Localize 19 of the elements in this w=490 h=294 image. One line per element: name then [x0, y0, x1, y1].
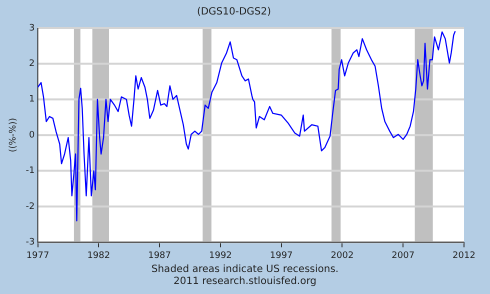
- y-tick-label: -1: [26, 166, 35, 176]
- y-tick-label: 1: [29, 94, 35, 105]
- y-axis-title: ((%-%)): [8, 118, 19, 152]
- y-tick-label: 3: [29, 23, 35, 34]
- text: 2011 research.stlouisfed.org: [172, 276, 318, 288]
- x-tick-label: 2002: [330, 250, 354, 261]
- y-tick-label: 2: [29, 59, 35, 70]
- y-tick-label: -2: [26, 202, 35, 212]
- x-tick-label: 1987: [148, 250, 172, 261]
- x-tick-label: 1982: [87, 250, 110, 261]
- x-tick-label: 1977: [26, 250, 50, 261]
- y-tick-label: 0: [29, 130, 36, 140]
- x-tick-label: 1992: [208, 250, 232, 261]
- chart-title: (DGS10-DGS2): [196, 6, 272, 18]
- x-tick-label: 2012: [452, 250, 476, 261]
- text: Shaded areas indicate US recessions.: [150, 264, 340, 276]
- x-tick-label: 2007: [392, 250, 415, 261]
- x-tick-label: 1997: [270, 250, 293, 261]
- y-tick-label: -3: [26, 238, 35, 248]
